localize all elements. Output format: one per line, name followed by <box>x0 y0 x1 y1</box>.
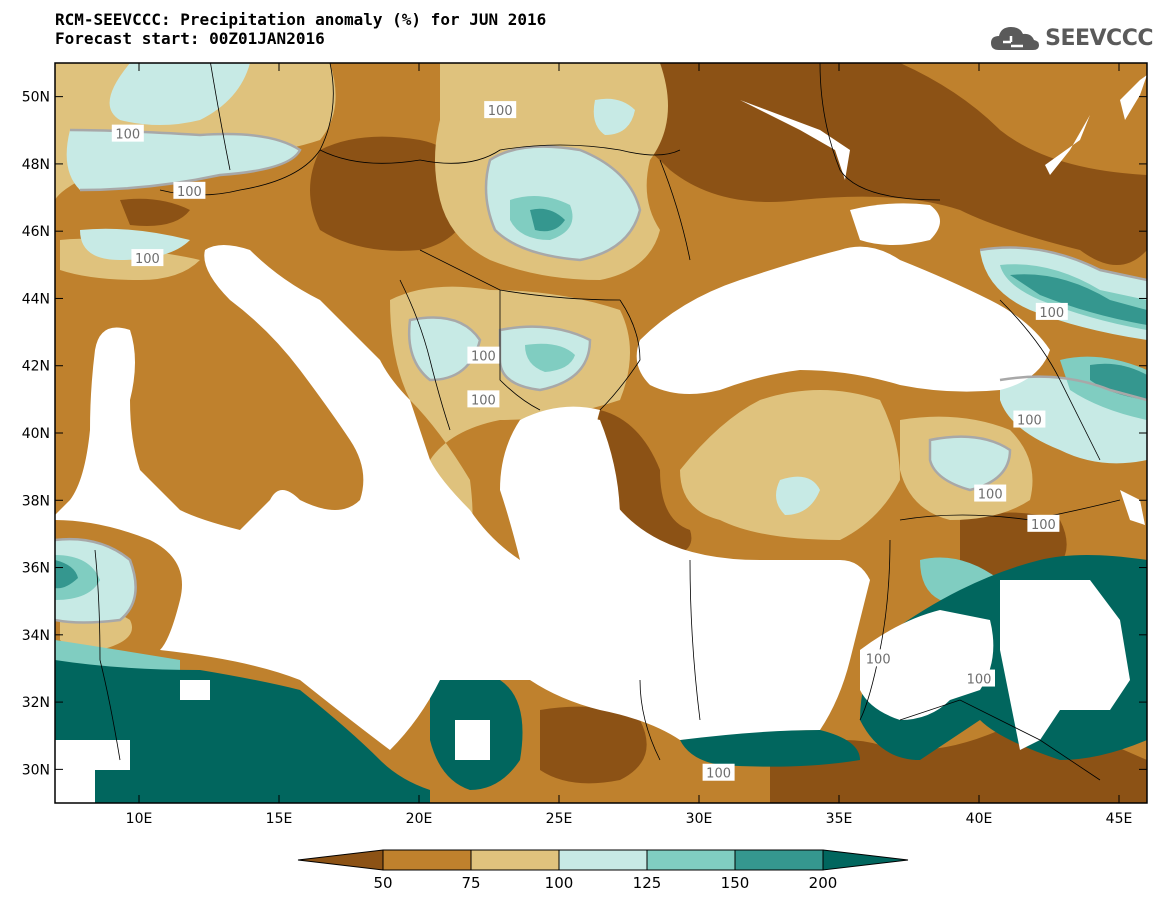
title-line-2: Forecast start: 00Z01JAN2016 <box>55 29 325 48</box>
contour-label: 100 <box>706 767 731 782</box>
contour-label-bg <box>963 669 995 687</box>
contour-label-bg <box>467 390 500 408</box>
lat-tick-label: 38N <box>22 493 50 509</box>
contour-label: 100 <box>471 393 496 408</box>
lat-tick-label: 36N <box>22 561 50 577</box>
contour-label: 100 <box>1017 414 1042 429</box>
contour-label-bg <box>1013 410 1046 428</box>
sea-and-mask <box>55 75 1147 803</box>
colorbar-label: 75 <box>461 874 480 892</box>
seevccc-logo: SEEVCCC <box>989 22 1153 54</box>
lat-tick-label: 46N <box>22 224 50 240</box>
colorbar-label: 150 <box>721 874 750 892</box>
contour-label: 100 <box>115 128 140 143</box>
lon-tick-label: 30E <box>686 811 713 827</box>
longitude-axis: 10E 15E 20E 25E 30E 35E 40E 45E <box>126 63 1133 827</box>
lon-tick-label: 45E <box>1106 811 1133 827</box>
contour-label-bg <box>111 124 144 142</box>
contour-label: 100 <box>1039 306 1064 321</box>
colorbar-segment <box>470 849 560 871</box>
contour-label-bg <box>1035 302 1068 320</box>
lon-tick-label: 15E <box>266 811 293 827</box>
colorbar-label: 100 <box>545 874 574 892</box>
latitude-axis: 50N 48N 46N 44N 42N 40N 38N 36N 34N 32N 30N <box>22 90 1147 778</box>
contour-label-bg <box>484 101 517 119</box>
lon-tick-label: 20E <box>406 811 433 827</box>
contour-label: 100 <box>135 252 160 267</box>
contour-label: 100 <box>1031 518 1056 533</box>
lat-tick-label: 32N <box>22 695 50 711</box>
contour-100-lines <box>55 128 1147 624</box>
contour-label: 100 <box>177 185 202 200</box>
colorbar-segment <box>646 849 736 871</box>
contour-label-bg <box>974 484 1007 502</box>
colorbar-label: 125 <box>633 874 662 892</box>
contour-label-bg <box>173 181 206 199</box>
contour-labels: 100 100 100 100 100 100 100 100 100 100 100 100 100 <box>111 101 1068 782</box>
colorbar-segment <box>734 849 824 871</box>
lat-tick-label: 34N <box>22 628 50 644</box>
colorbar-min-triangle <box>297 849 384 871</box>
colorbar-segment <box>558 849 648 871</box>
colorbar-segment <box>382 849 472 871</box>
lon-tick-label: 25E <box>546 811 573 827</box>
anomaly-150-200 <box>55 208 1147 589</box>
country-borders <box>94 63 1121 781</box>
map-plot-area <box>55 63 1147 803</box>
colorbar: 50 75 100 125 150 200 <box>297 849 909 892</box>
colorbar-label: 200 <box>809 874 838 892</box>
contour-label-bg <box>467 346 500 364</box>
lat-tick-label: 42N <box>22 359 50 375</box>
lon-tick-label: 10E <box>126 811 153 827</box>
title-line-1: RCM-SEEVCCC: Precipitation anomaly (%) f… <box>55 10 547 29</box>
contour-label: 100 <box>471 350 496 365</box>
lat-tick-label: 30N <box>22 762 50 778</box>
contour-label: 100 <box>967 673 992 688</box>
contour-label-bg <box>131 249 164 267</box>
contour-label-bg <box>702 763 735 781</box>
lon-tick-label: 40E <box>966 811 993 827</box>
lat-tick-label: 48N <box>22 157 50 173</box>
contour-label-bg <box>862 649 895 667</box>
lat-tick-label: 44N <box>22 291 50 307</box>
lat-tick-label: 50N <box>22 90 50 106</box>
map-title: RCM-SEEVCCC: Precipitation anomaly (%) f… <box>55 10 546 48</box>
colorbar-label: 50 <box>373 874 392 892</box>
lat-tick-label: 40N <box>22 426 50 442</box>
contour-label: 100 <box>866 652 891 667</box>
contour-label: 100 <box>978 488 1003 503</box>
contour-label-bg <box>1027 514 1060 532</box>
colorbar-max-triangle <box>822 849 909 871</box>
contour-label: 100 <box>488 104 513 119</box>
logo-text: SEEVCCC <box>1045 25 1153 51</box>
lon-tick-label: 35E <box>826 811 853 827</box>
cloud-icon <box>991 27 1040 50</box>
